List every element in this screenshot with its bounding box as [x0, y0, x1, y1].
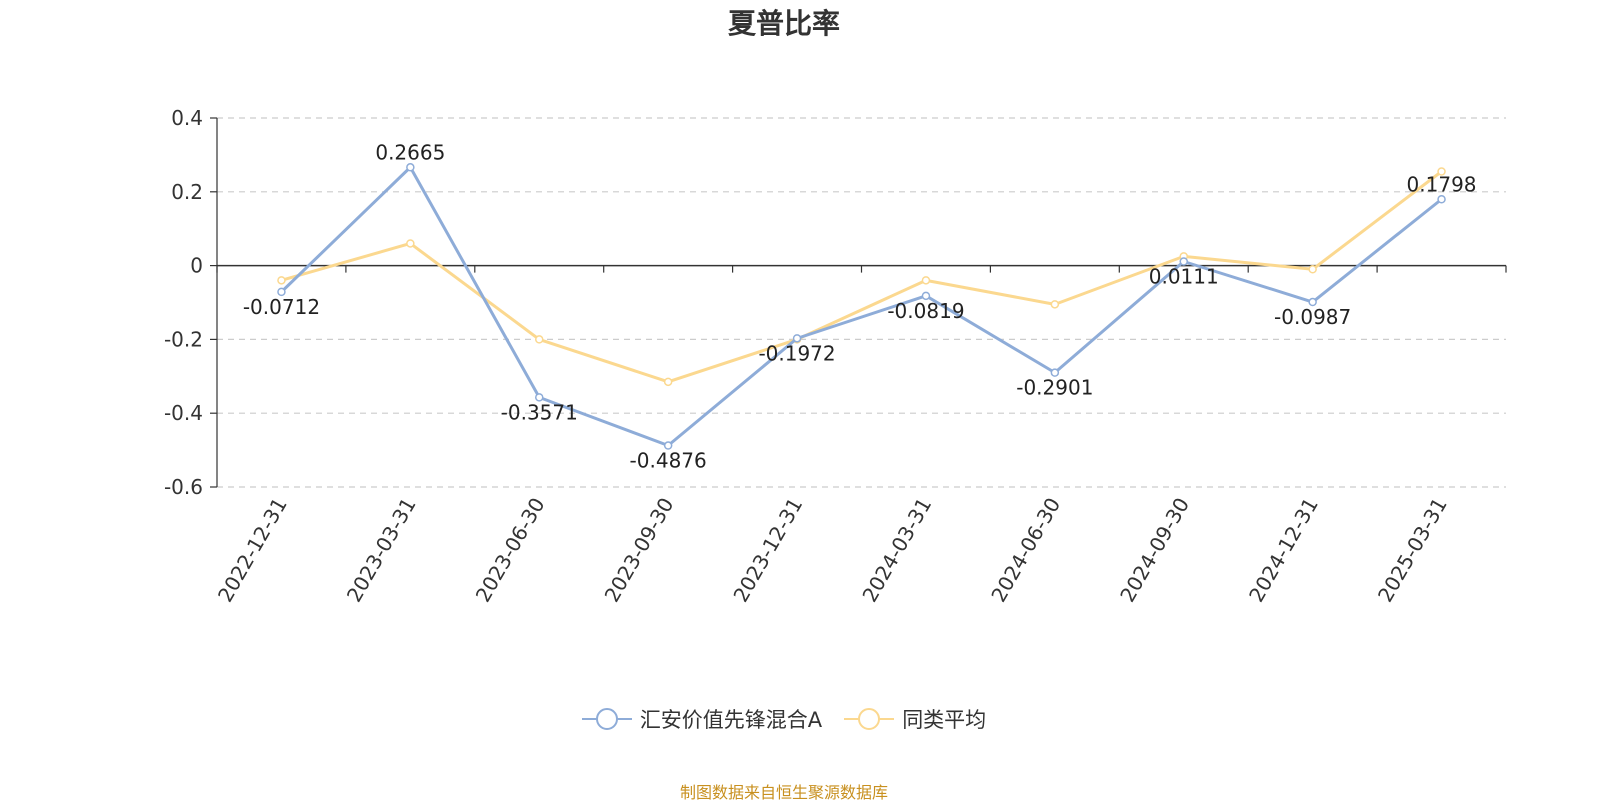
fund-data-point[interactable] [1179, 257, 1188, 266]
x-tick-label: 2025-03-31 [1373, 494, 1452, 607]
fund-series-line [280, 165, 1443, 448]
x-tick-label: 2024-12-31 [1244, 494, 1323, 607]
peer-average-data-point[interactable] [1437, 167, 1446, 176]
fund-data-point[interactable] [1308, 297, 1317, 307]
source-note: 制图数据来自恒生聚源数据库 [679, 783, 888, 802]
y-tick-label: 0.2 [171, 180, 203, 204]
y-tick-label: -0.6 [164, 475, 203, 499]
fund-data-label: -0.0712 [243, 295, 320, 319]
legend-fund-marker [595, 708, 618, 730]
x-tick-label: 2023-06-30 [471, 494, 550, 607]
x-tick-label: 2024-06-30 [986, 494, 1065, 607]
legend-fund-label: 汇安价值先锋混合A [639, 708, 823, 732]
fund-data-label: -0.2901 [1016, 376, 1093, 400]
legend-item-fund[interactable]: 汇安价值先锋混合A [581, 704, 823, 734]
y-tick-label: -0.2 [164, 327, 203, 351]
fund-data-label: 0.0111 [1149, 265, 1219, 289]
x-tick-label: 2022-12-31 [213, 494, 292, 607]
fund-data-point[interactable] [1050, 368, 1060, 377]
chart-title: 夏普比率 [727, 7, 840, 40]
peer-average-data-point[interactable] [1050, 300, 1060, 309]
series-lines [277, 163, 1446, 450]
legend-peer-marker [858, 708, 881, 730]
data-labels: -0.0712 0.2665 -0.3571 -0.4876 -0.1972 -0.081… [243, 140, 1477, 472]
peer-average-data-point[interactable] [406, 239, 415, 248]
y-tick-label: 0.4 [171, 106, 203, 130]
fund-data-label: -0.4876 [630, 449, 707, 473]
legend-fund-line-icon [581, 708, 632, 730]
legend: 汇安价值先锋混合A 同类平均 [0, 704, 1568, 734]
peer-average-data-point[interactable] [921, 276, 931, 285]
x-tick-label: 2023-03-31 [342, 493, 421, 606]
x-tick-label: 2023-12-31 [728, 494, 807, 607]
x-tick-label: 2023-09-30 [600, 494, 679, 607]
fund-data-label: 0.1798 [1407, 172, 1477, 196]
fund-data-point[interactable] [406, 163, 415, 172]
x-tick-label: 2024-03-31 [857, 493, 936, 606]
fund-data-label: -0.3571 [501, 400, 578, 424]
fund-data-point[interactable] [792, 334, 802, 343]
x-tick-label: 2024-09-30 [1115, 494, 1194, 607]
peer-average-series-line [281, 170, 1443, 384]
peer-average-data-point[interactable] [663, 377, 673, 387]
fund-data-label: -0.0987 [1274, 305, 1351, 329]
fund-data-label: 0.2665 [375, 140, 445, 164]
peer-average-data-point[interactable] [535, 335, 544, 344]
legend-item-peer-average[interactable]: 同类平均 [844, 704, 986, 734]
fund-data-point[interactable] [277, 287, 286, 297]
legend-peer-line-icon [844, 708, 895, 730]
fund-data-point[interactable] [1437, 195, 1446, 204]
y-tick-label: -0.4 [164, 401, 203, 425]
peer-average-data-point[interactable] [1308, 265, 1317, 274]
fund-data-label: -0.1972 [758, 341, 835, 365]
grid-lines [217, 117, 1506, 488]
peer-average-data-point[interactable] [277, 276, 286, 285]
legend-peer-label: 同类平均 [902, 708, 987, 732]
fund-data-point[interactable] [921, 291, 931, 301]
y-tick-label: 0 [190, 254, 203, 278]
fund-data-label: -0.0819 [887, 299, 964, 323]
fund-data-point[interactable] [535, 393, 544, 402]
fund-data-point[interactable] [663, 441, 673, 450]
